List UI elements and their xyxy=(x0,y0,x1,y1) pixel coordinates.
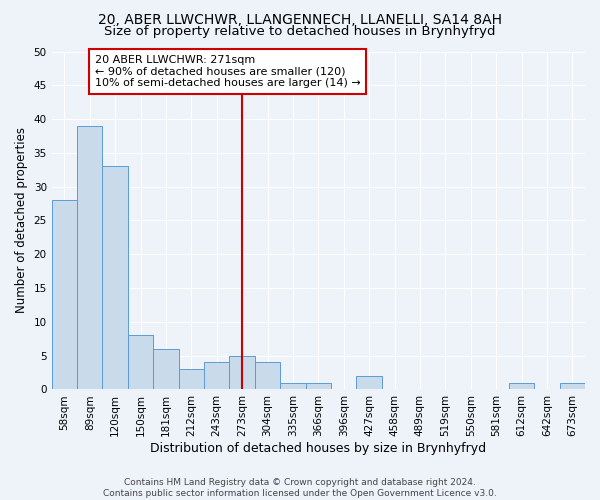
Bar xyxy=(229,356,255,390)
Text: 20, ABER LLWCHWR, LLANGENNECH, LLANELLI, SA14 8AH: 20, ABER LLWCHWR, LLANGENNECH, LLANELLI,… xyxy=(98,12,502,26)
X-axis label: Distribution of detached houses by size in Brynhyfryd: Distribution of detached houses by size … xyxy=(150,442,487,455)
Bar xyxy=(77,126,103,390)
Bar xyxy=(128,336,153,390)
Bar xyxy=(560,382,585,390)
Bar xyxy=(204,362,229,390)
Bar xyxy=(52,200,77,390)
Text: Contains HM Land Registry data © Crown copyright and database right 2024.
Contai: Contains HM Land Registry data © Crown c… xyxy=(103,478,497,498)
Bar xyxy=(509,382,534,390)
Bar xyxy=(179,369,204,390)
Bar xyxy=(255,362,280,390)
Bar xyxy=(103,166,128,390)
Bar xyxy=(305,382,331,390)
Text: 20 ABER LLWCHWR: 271sqm
← 90% of detached houses are smaller (120)
10% of semi-d: 20 ABER LLWCHWR: 271sqm ← 90% of detache… xyxy=(95,55,361,88)
Bar xyxy=(280,382,305,390)
Text: Size of property relative to detached houses in Brynhyfryd: Size of property relative to detached ho… xyxy=(104,25,496,38)
Bar xyxy=(153,349,179,390)
Y-axis label: Number of detached properties: Number of detached properties xyxy=(15,128,28,314)
Bar xyxy=(356,376,382,390)
